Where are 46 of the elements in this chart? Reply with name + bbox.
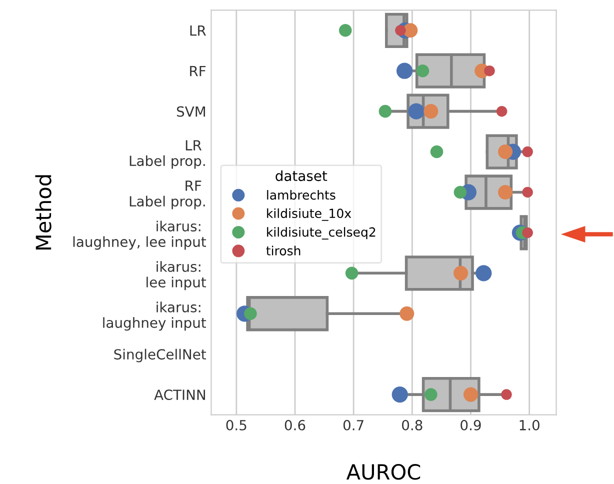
y-tick-label: LR Label prop. (130, 140, 205, 169)
point (522, 227, 533, 238)
x-axis-title: AUROC (346, 464, 420, 480)
point (408, 103, 424, 120)
legend-label: kildisiute_celseq2 (267, 227, 376, 240)
legend-label: tirosh (266, 246, 300, 256)
x-tick-label: 0.6 (284, 420, 306, 430)
point (244, 307, 257, 320)
y-tick-label: ikarus: laughney input (103, 302, 206, 331)
point (424, 388, 438, 401)
legend-label: lambrechts (267, 190, 336, 200)
point (463, 387, 478, 402)
point (476, 265, 492, 282)
y-tick-label: SVM (176, 106, 205, 117)
point (496, 106, 508, 117)
point (522, 186, 533, 198)
y-tick-label: RF Label prop. (130, 180, 205, 210)
y-tick-label: RF (190, 66, 206, 76)
x-tick-label: 0.8 (402, 420, 422, 430)
point (522, 146, 533, 158)
x-tick-label: 0.5 (226, 420, 246, 430)
y-tick-label: ACTINN (154, 390, 205, 400)
x-tick-label: 0.9 (460, 420, 481, 430)
x-tick-label: 0.7 (343, 420, 364, 430)
y-tick-label: SingleCellNet (114, 348, 206, 362)
y-tick-label: LR (190, 26, 206, 36)
point (501, 389, 512, 400)
y-axis-title: Method (35, 175, 52, 250)
point (484, 65, 495, 76)
point (392, 386, 408, 403)
x-tick-label: 1.0 (520, 420, 540, 430)
point (498, 184, 513, 200)
point (454, 266, 468, 280)
point (338, 24, 352, 37)
point (396, 62, 413, 79)
point (345, 266, 358, 280)
point (454, 186, 467, 199)
y-tick-label: ikarus: laughney, lee input (73, 220, 206, 250)
y-tick-label: ikarus: lee input (146, 261, 206, 290)
legend-title: dataset (276, 170, 328, 182)
point (378, 104, 392, 118)
legend-label: kildisiute_10x (267, 208, 352, 221)
point (416, 64, 430, 78)
point (400, 306, 414, 321)
point (403, 23, 418, 38)
point (430, 145, 444, 158)
